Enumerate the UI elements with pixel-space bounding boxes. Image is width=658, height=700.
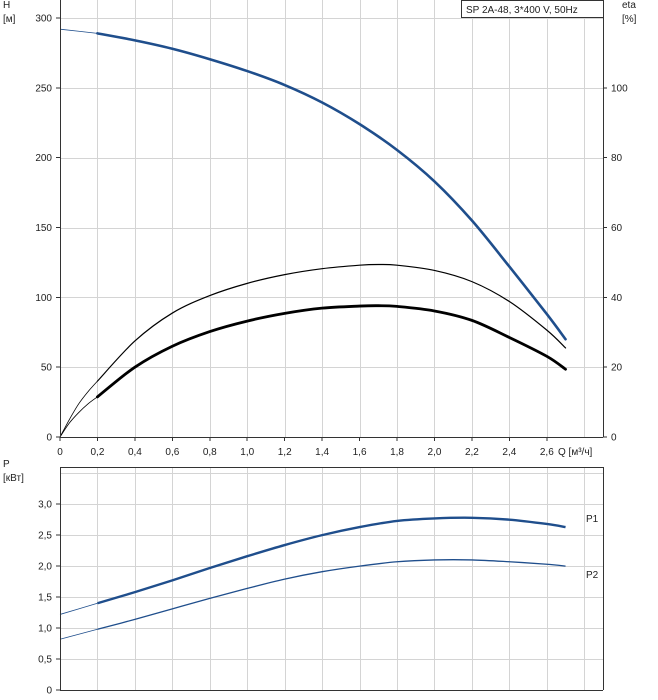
power-y-tick-label: 1,5 xyxy=(38,593,52,604)
y-tick-label-right: 20 xyxy=(611,363,623,374)
eta_lower-curve-extension xyxy=(59,396,98,438)
y-axis-left-name: H xyxy=(3,0,10,11)
H-curve xyxy=(96,32,567,341)
power-y-tick-label: 2,5 xyxy=(38,531,52,542)
p2-curve xyxy=(97,559,566,630)
y-tick-label-left: 50 xyxy=(41,363,53,374)
chart-title: SP 2A-48, 3*400 V, 50Hz xyxy=(466,5,578,16)
y-axis-right-unit: [%] xyxy=(622,14,637,25)
y-tick-label-right: 60 xyxy=(611,223,623,234)
p2-curve-extension xyxy=(59,628,98,640)
x-tick-label: 2,0 xyxy=(428,447,442,458)
eta_lower-curve xyxy=(96,304,567,399)
y-tick-label-right: 0 xyxy=(611,433,617,444)
x-tick-label: 1,0 xyxy=(240,447,254,458)
p1-curve xyxy=(97,516,566,605)
power-y-tick-label: 0 xyxy=(46,686,52,697)
x-tick-label: 1,6 xyxy=(353,447,367,458)
eta_upper-curve xyxy=(96,263,567,382)
y-tick-label-left: 200 xyxy=(35,153,52,164)
p2-series-label: P2 xyxy=(586,570,599,581)
x-tick-label: 1,4 xyxy=(315,447,329,458)
y-tick-label-left: 250 xyxy=(35,83,52,94)
x-tick-label: 0,2 xyxy=(90,447,104,458)
x-tick-label: 0,8 xyxy=(203,447,217,458)
x-tick-label: 0 xyxy=(57,447,63,458)
x-tick-label: 1,2 xyxy=(278,447,292,458)
eta_upper-curve-extension xyxy=(59,380,98,438)
y-tick-label-left: 100 xyxy=(35,293,52,304)
y-axis-left-unit: [м] xyxy=(3,14,16,25)
power-axis-name: P xyxy=(3,459,10,470)
x-tick-label: 2,4 xyxy=(502,447,516,458)
y-tick-label-right: 40 xyxy=(611,293,623,304)
x-tick-label: 2,2 xyxy=(465,447,479,458)
x-axis-label: Q [м³/ч] xyxy=(558,447,593,458)
power-axis-unit: [кВт] xyxy=(3,473,24,484)
y-axis-right-name: eta xyxy=(622,0,636,11)
power-y-tick-label: 3,0 xyxy=(38,500,52,511)
y-tick-label-left: 150 xyxy=(35,223,52,234)
p1-series-label: P1 xyxy=(586,514,599,525)
x-tick-label: 2,6 xyxy=(540,447,554,458)
H-curve-extension xyxy=(59,28,98,34)
x-tick-label: 0,6 xyxy=(165,447,179,458)
y-tick-label-right: 100 xyxy=(611,83,628,94)
power-y-tick-label: 0,5 xyxy=(38,655,52,666)
power-y-tick-label: 2,0 xyxy=(38,562,52,573)
x-tick-label: 1,8 xyxy=(390,447,404,458)
power-y-tick-label: 1,0 xyxy=(38,624,52,635)
y-tick-label-left: 300 xyxy=(35,14,52,25)
y-tick-label-left: 0 xyxy=(46,433,52,444)
y-tick-label-right: 80 xyxy=(611,153,623,164)
x-tick-label: 0,4 xyxy=(128,447,142,458)
p1-curve-extension xyxy=(59,602,98,615)
